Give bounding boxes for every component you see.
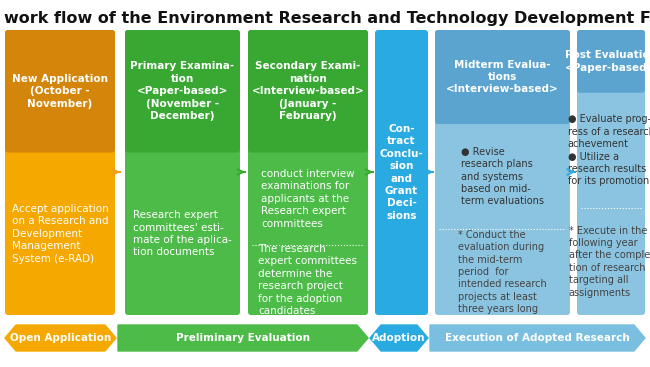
Text: Adoption: Adoption (372, 333, 426, 343)
FancyBboxPatch shape (435, 30, 570, 124)
Text: New Application
(October -
November): New Application (October - November) (12, 74, 108, 109)
Text: * Conduct the
evaluation during
the mid-term
period  for
intended research
proje: * Conduct the evaluation during the mid-… (458, 230, 547, 314)
FancyBboxPatch shape (5, 30, 115, 153)
Polygon shape (370, 325, 428, 351)
Text: Post Evaluation
<Paper-based>: Post Evaluation <Paper-based> (565, 50, 650, 73)
FancyBboxPatch shape (577, 30, 645, 315)
FancyBboxPatch shape (125, 30, 240, 315)
Text: Execution of Adopted Research: Execution of Adopted Research (445, 333, 630, 343)
FancyBboxPatch shape (248, 30, 368, 153)
Text: Research expert
committees' esti-
mate of the aplica-
tion documents: Research expert committees' esti- mate o… (133, 210, 232, 257)
FancyBboxPatch shape (125, 30, 240, 153)
FancyBboxPatch shape (435, 30, 570, 315)
Text: Preliminary Evaluation: Preliminary Evaluation (176, 333, 310, 343)
Polygon shape (118, 325, 368, 351)
Text: ● Evaluate prog-
ress of a research
achevement
● Utilize a
research results
for : ● Evaluate prog- ress of a research ache… (567, 115, 650, 186)
Text: ● Revise
research plans
and systems
based on mid-
term evaluations: ● Revise research plans and systems base… (461, 147, 544, 206)
Text: Open Application: Open Application (10, 333, 111, 343)
Text: Accept application
on a Research and
Development
Management
System (e-RAD): Accept application on a Research and Dev… (12, 204, 109, 264)
FancyBboxPatch shape (5, 30, 115, 315)
FancyBboxPatch shape (248, 30, 368, 315)
Text: Con-
tract
Conclu-
sion
and
Grant
Deci-
sions: Con- tract Conclu- sion and Grant Deci- … (380, 124, 423, 221)
Text: conduct interview
examinations for
applicants at the
Research expert
committees: conduct interview examinations for appli… (261, 169, 355, 229)
Text: The research
expert committees
determine the
research project
for the adoption
c: The research expert committees determine… (259, 244, 358, 316)
Polygon shape (5, 325, 116, 351)
Text: * Execute in the
following year
after the comple-
tion of research
targeting all: * Execute in the following year after th… (569, 226, 650, 298)
Text: The work flow of the Environment Research and Technology Development Fund: The work flow of the Environment Researc… (0, 11, 650, 25)
FancyBboxPatch shape (375, 30, 428, 315)
Polygon shape (430, 325, 645, 351)
Text: Secondary Exami-
nation
<Interview-based>
(January -
February): Secondary Exami- nation <Interview-based… (252, 62, 365, 121)
FancyBboxPatch shape (577, 30, 645, 93)
Text: Primary Examina-
tion
<Paper-based>
(November -
December): Primary Examina- tion <Paper-based> (Nov… (131, 62, 235, 121)
Text: Midterm Evalua-
tions
<Interview-based>: Midterm Evalua- tions <Interview-based> (446, 59, 559, 94)
